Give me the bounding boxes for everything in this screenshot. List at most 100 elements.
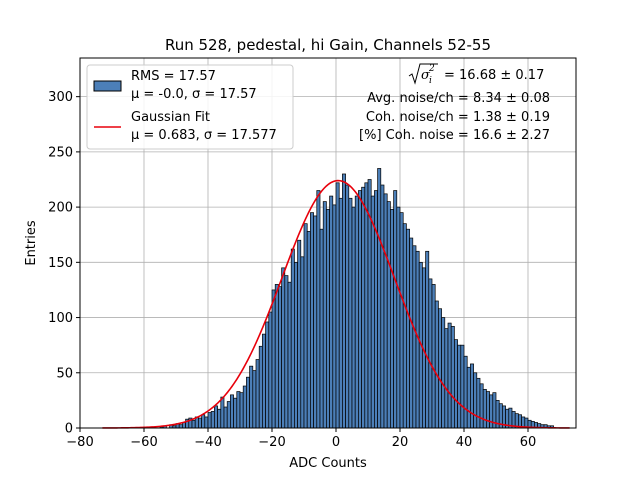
histogram-bar: [204, 416, 209, 429]
histogram-bar: [338, 197, 343, 429]
coh-noise-annotation: Coh. noise/ch = 1.38 ± 0.19: [366, 110, 550, 125]
histogram-bar: [425, 250, 430, 429]
sigma-i-value: = 16.68 ± 0.17: [444, 68, 544, 83]
histogram-bar: [386, 201, 391, 429]
legend-entry-fit-stats: μ = 0.683, σ = 17.577: [131, 128, 277, 143]
sigma-superscript: 2: [428, 64, 435, 74]
histogram-bar: [377, 168, 382, 429]
histogram-bar: [262, 333, 266, 429]
histogram-bar: [255, 359, 260, 429]
histogram-bar: [390, 208, 394, 429]
histogram-bar: [402, 223, 407, 429]
histogram-bar: [316, 190, 321, 429]
histogram-bar: [358, 190, 362, 429]
histogram-bar: [412, 245, 417, 429]
legend: RMS = 17.57 μ = -0.0, σ = 17.57 Gaussian…: [86, 64, 294, 150]
histogram-bar: [294, 261, 298, 429]
sqrt-sign-icon: [408, 63, 438, 85]
histogram-bar: [406, 228, 410, 429]
histogram-bar: [300, 256, 305, 429]
histogram-bar: [476, 377, 481, 429]
histogram-bar: [271, 289, 276, 429]
histogram-bar: [313, 215, 318, 429]
x-tick-label-2: −40: [194, 435, 221, 450]
histogram-bar: [348, 197, 353, 429]
histogram-bar: [482, 388, 487, 429]
legend-entry-fit: Gaussian Fit: [131, 110, 210, 125]
histogram-bar: [479, 383, 484, 429]
histogram-bar: [457, 344, 462, 429]
x-axis-label: ADC Counts: [289, 456, 367, 471]
histogram-bar: [230, 394, 234, 429]
histogram-bar: [329, 195, 334, 429]
histogram-bar: [226, 401, 231, 429]
legend-swatch-histogram: [93, 80, 122, 92]
y-tick-label-5: 250: [48, 145, 73, 160]
x-tick-label-1: −60: [130, 435, 157, 450]
legend-entry-histogram-stats: μ = -0.0, σ = 17.57: [131, 87, 257, 102]
histogram-bar: [444, 328, 449, 429]
sigma-i-symbol: σ 2 i: [408, 63, 438, 86]
histogram-bar: [278, 286, 282, 429]
histogram-bar: [380, 184, 385, 429]
histogram-bar: [335, 182, 340, 429]
histogram-bar: [214, 405, 218, 429]
histogram-bar: [364, 182, 369, 429]
histogram-bar: [233, 397, 238, 429]
histogram-bar: [460, 344, 465, 429]
histogram-bar: [290, 248, 295, 429]
histogram-bar: [393, 190, 398, 429]
histogram-bar: [486, 391, 490, 429]
histogram-bar: [351, 206, 356, 429]
histogram-bar: [322, 201, 327, 429]
histogram-bar: [274, 284, 279, 429]
histogram-bar: [332, 204, 337, 429]
histogram-bar: [249, 365, 254, 429]
y-tick-label-2: 100: [48, 311, 73, 326]
histogram-bar: [207, 412, 212, 429]
histogram-bar: [399, 212, 404, 429]
histogram-bar: [441, 317, 446, 429]
histogram-bar: [210, 411, 215, 429]
histogram-bar: [201, 414, 206, 429]
histogram-bar: [361, 186, 366, 429]
avg-noise-annotation: Avg. noise/ch = 8.34 ± 0.08: [367, 91, 550, 106]
y-tick-label-0: 0: [65, 422, 73, 437]
plot-frame: [79, 57, 577, 429]
histogram-bar: [431, 284, 436, 429]
y-tick-label-4: 200: [48, 201, 73, 216]
y-axis-label: Entries: [24, 220, 39, 266]
histogram-bar: [370, 195, 375, 429]
histogram-bar: [447, 322, 452, 429]
x-tick-label-4: 0: [332, 435, 340, 450]
histogram-bar: [287, 281, 292, 429]
y-axis-ticks: 0 50 100 150 200 250 300: [48, 90, 80, 437]
legend-box: [86, 64, 294, 150]
histogram-bar: [252, 370, 257, 429]
y-tick-label-3: 150: [48, 256, 73, 271]
histogram-bar: [306, 231, 311, 429]
histogram-bar: [303, 223, 308, 429]
histogram-bar: [284, 275, 289, 429]
histogram-bar: [281, 267, 286, 429]
histogram-bar: [236, 391, 241, 429]
histogram-bar: [342, 173, 346, 429]
histogram-bar: [354, 195, 359, 429]
histogram-bar: [450, 326, 455, 429]
histogram-bar: [326, 208, 330, 429]
histogram-bar: [239, 392, 244, 429]
histogram-bar: [217, 408, 222, 429]
histogram-bar: [383, 193, 388, 429]
histogram-bar: [220, 396, 225, 429]
histogram-bar: [268, 311, 273, 429]
x-tick-label-7: 60: [520, 435, 537, 450]
histogram-bar: [258, 345, 263, 429]
gaussian-fit-curve: [102, 179, 570, 429]
histogram-bar: [345, 184, 350, 429]
histogram-bar: [434, 300, 439, 429]
x-tick-label-5: 20: [392, 435, 409, 450]
histogram-bar: [223, 406, 228, 429]
histogram-bar: [242, 385, 247, 429]
x-tick-label-0: −80: [66, 435, 93, 450]
